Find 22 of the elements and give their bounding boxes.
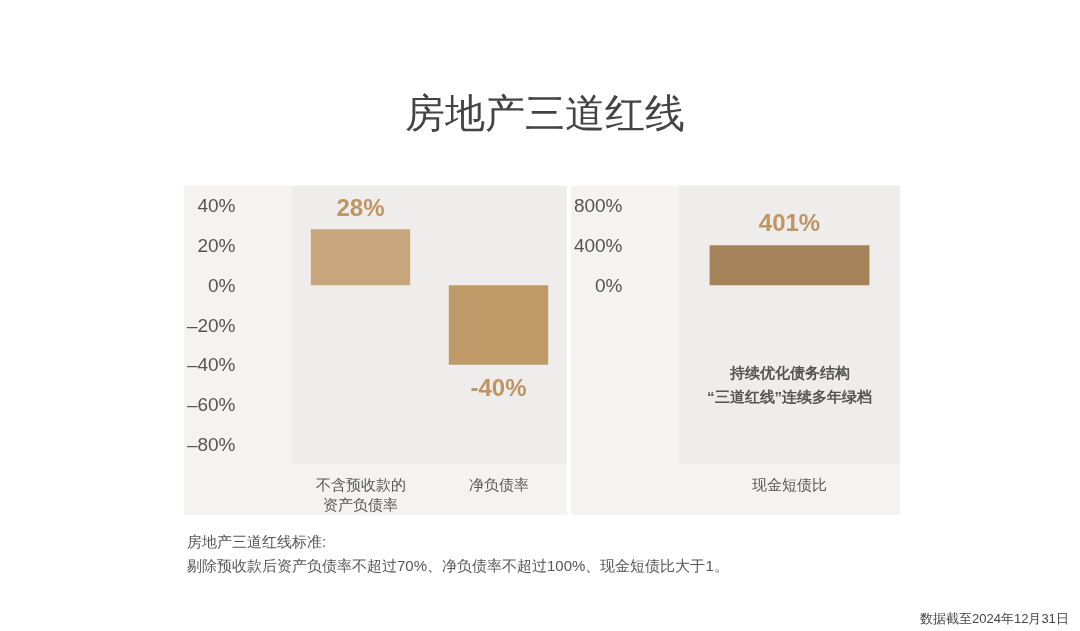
annotation: 持续优化债务结构 [728,363,850,381]
y-tick-label: –20% [186,314,236,336]
y-tick-label: 800% [573,194,623,216]
y-tick-label: –40% [186,354,236,376]
y-tick-label: –80% [186,434,236,456]
text: 房地产三道红线标准: [187,533,327,550]
annotation: “三道红线”连续多年绿档 [707,387,872,405]
y-tick-label: 0% [595,274,623,296]
x-tick-label: 现金短债比 [752,475,827,493]
chart-title: 房地产三道红线 [405,90,685,137]
data-label: -40% [470,373,527,401]
x-tick-label: 不含预收款的资产负债率 [315,475,406,513]
data-label: 401% [758,209,821,237]
text: 数据截至2024年12月31日 [920,610,1069,628]
y-tick-label: 400% [573,234,623,256]
y-tick-label: 20% [197,234,236,256]
data-label: 28% [336,193,385,221]
y-tick-label: 40% [197,194,236,216]
y-tick-label: –60% [186,394,236,416]
text: 剔除预收款后资产负债率不超过70%、净负债率不超过100%、现金短债比大于1。 [187,557,729,574]
x-tick-label: 净负债率 [468,475,529,493]
y-tick-label: 0% [208,274,236,296]
